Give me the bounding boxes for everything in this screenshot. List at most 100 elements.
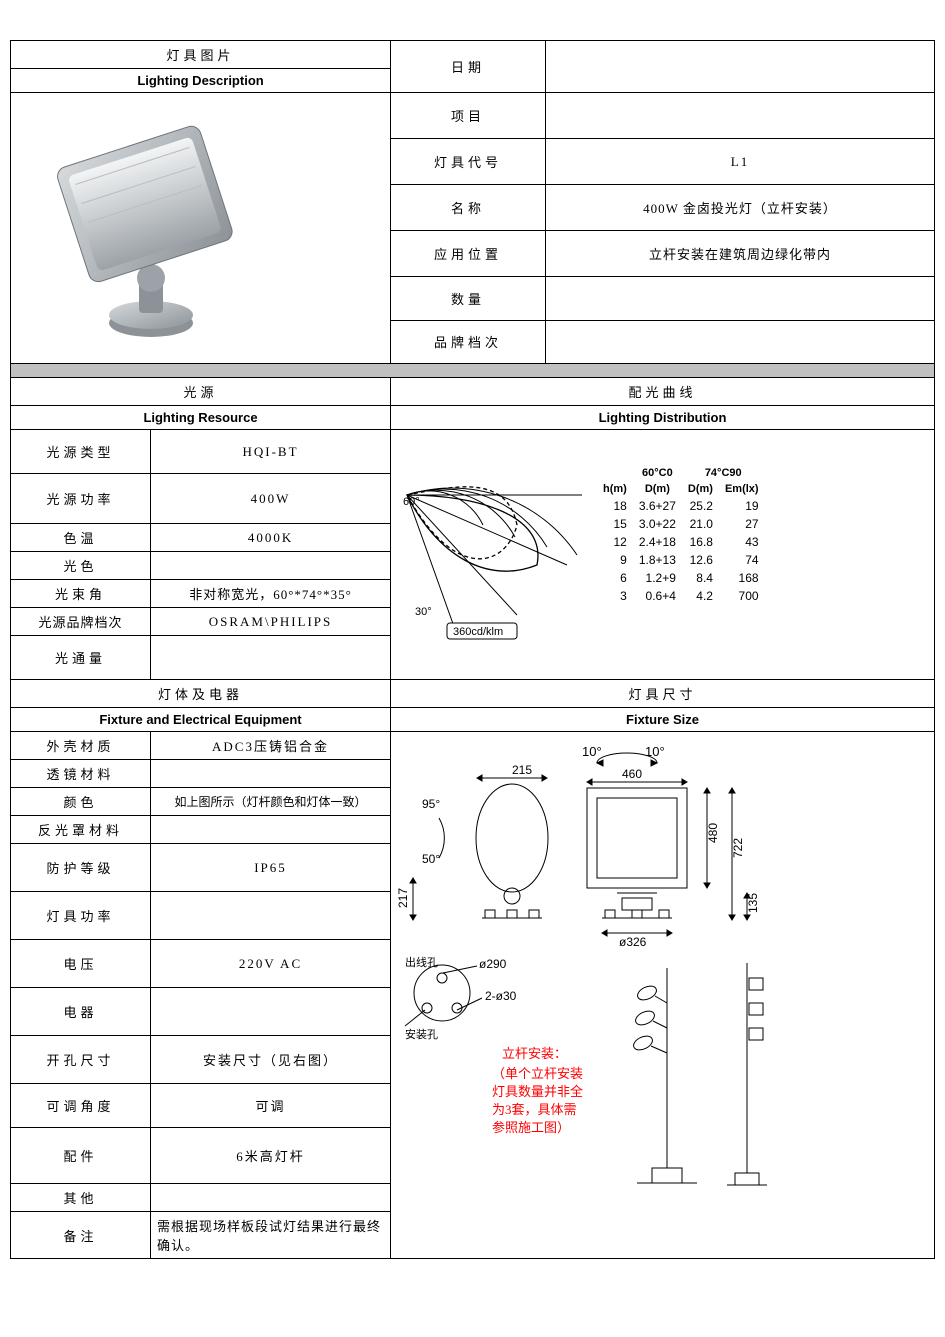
project-label: 项目 [391,93,546,139]
src-color-value [151,552,391,580]
fx-refl-label: 反光罩材料 [11,816,151,844]
src-beam-value: 非对称宽光，60°*74°*35° [151,580,391,608]
separator-1 [11,364,935,378]
dist-col-74: 74°C90 [682,465,765,481]
fx-ip-value: IP65 [151,844,391,892]
source-header-en: Lighting Resource [11,406,391,430]
svg-text:ø326: ø326 [619,935,647,949]
fx-lens-value [151,760,391,788]
dimension-drawing: 10° 10° 215 95° 50° [397,738,777,1208]
dist-row: 61.2+98.4168 [597,569,765,587]
svg-text:722: 722 [731,838,745,858]
dist-row: 30.6+44.2700 [597,587,765,605]
size-header-en: Fixture Size [391,708,935,732]
fx-finish-label: 颜色 [11,788,151,816]
distribution-table: 60°C0 74°C90 h(m) D(m) D(m) Em(lx) 183.6… [597,465,765,605]
svg-text:215: 215 [512,763,532,777]
product-photo [11,93,391,364]
fx-volt-value: 220V AC [151,940,391,988]
fx-hole-label: 开孔尺寸 [11,1036,151,1084]
fx-shell-label: 外壳材质 [11,732,151,760]
dist-col-em: Em(lx) [719,481,765,497]
svg-text:为3套，具体需: 为3套，具体需 [492,1102,577,1117]
svg-text:立杆安装：: 立杆安装： [502,1046,567,1061]
svg-text:217: 217 [397,888,410,908]
pos-value: 立杆安装在建筑周边绿化带内 [546,231,935,277]
fx-lens-label: 透镜材料 [11,760,151,788]
spec-sheet: 灯具图片 日期 Lighting Description [10,40,935,1259]
dist-row: 122.4+1816.843 [597,533,765,551]
fx-watt-value [151,892,391,940]
brand-value [546,320,935,364]
pole-note: 立杆安装： （单个立杆安装 灯具数量并非全 为3套，具体需 参照施工图） [492,1046,583,1135]
svg-text:安装孔: 安装孔 [405,1027,438,1041]
src-type-value: HQI-BT [151,430,391,474]
polar-60-label: 60° [403,496,420,508]
src-lumen-value [151,636,391,680]
src-brand-value: OSRAM\PHILIPS [151,608,391,636]
svg-text:10°: 10° [582,744,602,759]
fx-hole-value: 安装尺寸（见右图） [151,1036,391,1084]
svg-text:出线孔: 出线孔 [405,955,438,969]
date-label: 日期 [391,41,546,93]
svg-text:2-ø30: 2-ø30 [485,989,517,1003]
fx-remark-label: 备注 [11,1212,151,1259]
src-lumen-label: 光通量 [11,636,151,680]
svg-text:460: 460 [622,767,642,781]
svg-text:（单个立杆安装: （单个立杆安装 [492,1066,583,1081]
svg-text:480: 480 [706,823,720,843]
dist-row: 183.6+2725.219 [597,497,765,515]
src-color-label: 光色 [11,552,151,580]
dist-header-cn: 配光曲线 [391,378,935,406]
photo-header-cn: 灯具图片 [11,41,391,69]
fx-other-label: 其他 [11,1184,151,1212]
src-beam-label: 光束角 [11,580,151,608]
svg-text:10°: 10° [645,744,665,759]
svg-text:50°: 50° [422,852,440,866]
svg-text:95°: 95° [422,797,440,811]
date-value [546,41,935,93]
fx-acc-label: 配件 [11,1128,151,1184]
code-label: 灯具代号 [391,139,546,185]
polar-30-label: 30° [415,606,432,618]
svg-text:灯具数量并非全: 灯具数量并非全 [492,1084,583,1099]
src-power-label: 光源功率 [11,474,151,524]
fx-gear-label: 电器 [11,988,151,1036]
svg-text:135: 135 [746,893,760,913]
source-header-cn: 光源 [11,378,391,406]
fx-ip-label: 防护等级 [11,844,151,892]
code-value: L1 [546,139,935,185]
fx-watt-label: 灯具功率 [11,892,151,940]
src-cct-value: 4000K [151,524,391,552]
fx-acc-value: 6米高灯杆 [151,1128,391,1184]
fx-finish-value: 如上图所示（灯杆颜色和灯体一致） [151,788,391,816]
fx-other-value [151,1184,391,1212]
polar-caption: 360cd/klm [453,626,503,638]
dist-row: 91.8+1312.674 [597,551,765,569]
fx-angle-value: 可调 [151,1084,391,1128]
src-power-value: 400W [151,474,391,524]
polar-diagram: 60° 30° 360cd/klm [397,465,587,645]
dist-row: 153.0+2221.027 [597,515,765,533]
src-type-label: 光源类型 [11,430,151,474]
dist-header-en: Lighting Distribution [391,406,935,430]
src-brand-label: 光源品牌档次 [11,608,151,636]
size-header-cn: 灯具尺寸 [391,680,935,708]
size-drawing-cell: 10° 10° 215 95° 50° [391,732,935,1259]
qty-label: 数量 [391,277,546,321]
src-cct-label: 色温 [11,524,151,552]
fx-gear-value [151,988,391,1036]
dist-col-60: 60°C0 [633,465,682,481]
project-value [546,93,935,139]
fixture-header-cn: 灯体及电器 [11,680,391,708]
distribution-cell: 60° 30° 360cd/klm 60°C0 74°C90 h(m) D(m) [391,430,935,680]
fx-refl-value [151,816,391,844]
pos-label: 应用位置 [391,231,546,277]
name-label: 名称 [391,185,546,231]
name-value: 400W 金卤投光灯（立杆安装） [546,185,935,231]
qty-value [546,277,935,321]
svg-text:参照施工图）: 参照施工图） [492,1120,570,1135]
svg-text:ø290: ø290 [479,957,507,971]
fx-shell-value: ADC3压铸铝合金 [151,732,391,760]
floodlight-illustration [21,103,281,353]
